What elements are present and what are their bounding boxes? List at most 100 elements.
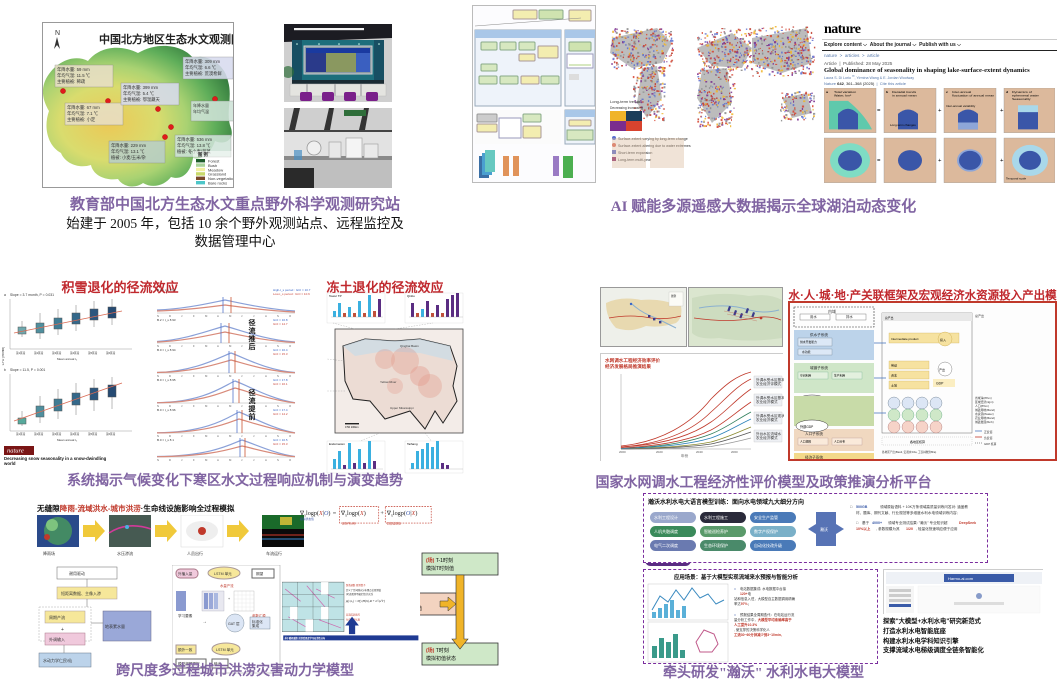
svg-text:4000+: 4000+: [872, 521, 882, 525]
svg-text:2060: 2060: [731, 450, 738, 454]
svg-text:人工提升10.3%: 人工提升10.3%: [733, 622, 757, 627]
svg-text:d: d: [1006, 90, 1008, 94]
svg-text:外播入量: 外播入量: [178, 571, 193, 576]
svg-text:world: world: [3, 461, 16, 466]
svg-text:Mean annual t₅: Mean annual t₅: [57, 438, 78, 442]
svg-text:前: 前: [249, 412, 256, 421]
svg-text:+: +: [228, 597, 230, 601]
svg-text:农业经济评模式: 农业经济评模式: [756, 381, 782, 386]
svg-text:内域: 内域: [828, 308, 836, 314]
svg-text:第5区段: 第5区段: [88, 351, 98, 355]
svg-text:用水: 用水: [810, 314, 817, 319]
svg-text:+: +: [1000, 158, 1004, 164]
svg-text:Decreasing snow seasonality in: Decreasing snow seasonality in a snow-dw…: [4, 456, 107, 461]
svg-text:a: a: [826, 90, 828, 94]
svg-text:∇xlogp(X): ∇xlogp(X): [340, 510, 366, 518]
svg-text:J: J: [181, 314, 183, 318]
svg-text:年均气温: 13.1 ℃: 年均气温: 13.1 ℃: [111, 148, 145, 155]
svg-text:CFD (month): CFD (month): [2, 347, 5, 365]
svg-text:S: S: [277, 458, 279, 462]
svg-text:M: M: [205, 344, 208, 348]
svg-text:0 50 100km: 0 50 100km: [345, 425, 359, 429]
svg-text:水功能: 水功能: [802, 350, 811, 354]
svg-text:定义了空间随水分布聚点位观测值: 定义了空间随水分布聚点位观测值: [346, 588, 382, 592]
svg-text:Harmo-ai.com: Harmo-ai.com: [948, 576, 974, 581]
svg-text:各地区核算: 各地区核算: [910, 439, 925, 444]
svg-text:J: J: [241, 314, 243, 318]
svg-text:负反馈: 负反馈: [984, 436, 993, 440]
svg-text:降雨场: 降雨场: [43, 550, 55, 556]
svg-text:+: +: [61, 627, 64, 633]
svg-text:N: N: [157, 458, 159, 462]
svg-text:A: A: [265, 434, 267, 438]
svg-text:年份: 年份: [681, 453, 689, 458]
svg-text:Long-term changes: Long-term changes: [890, 123, 916, 127]
svg-text:F: F: [193, 458, 195, 462]
svg-text:径: 径: [249, 388, 256, 397]
svg-text:人员出行: 人员出行: [187, 550, 203, 556]
svg-text:空间利用: 空间利用: [800, 374, 811, 378]
svg-text:=: =: [333, 511, 337, 517]
svg-text:图 例: 图 例: [198, 151, 208, 158]
svg-text:∇xlogp(O|X): ∇xlogp(O|X): [386, 510, 417, 518]
svg-text:正反馈: 正反馈: [984, 430, 993, 434]
svg-text:中国北方地区生态水文观测网: 中国北方地区生态水文观测网: [99, 32, 234, 46]
svg-text:J: J: [181, 458, 183, 462]
svg-text:外部GDP: 外部GDP: [800, 424, 813, 429]
svg-text:J: J: [253, 434, 255, 438]
svg-text:M: M: [205, 314, 208, 318]
svg-text:J: J: [181, 404, 183, 408]
svg-text:水利工程施工: 水利工程施工: [704, 514, 728, 520]
svg-text:第6区段: 第6区段: [106, 432, 116, 436]
svg-text:供水子系统: 供水子系统: [810, 332, 828, 337]
svg-text:主要植被: 荒漠希鲜: 主要植被: 荒漠希鲜: [185, 70, 222, 77]
svg-text:水利工程设计: 水利工程设计: [654, 514, 678, 520]
svg-text:M: M: [205, 458, 208, 462]
svg-text:10%以上: 10%以上: [856, 526, 871, 531]
svg-text:GDP 核算: GDP 核算: [984, 442, 997, 446]
svg-text:人口分布: 人口分布: [834, 440, 845, 444]
svg-text:(场) T-1时刻: (场) T-1时刻: [426, 557, 453, 564]
svg-text:nature: nature: [7, 448, 24, 455]
svg-text:年降水量: 59 mm: 年降水量: 59 mm: [57, 66, 90, 73]
svg-text:工流30~60分钟减少到3~10min,: 工流30~60分钟减少到3~10min,: [734, 632, 782, 637]
svg-text:安全生产监管: 安全生产监管: [754, 514, 778, 520]
svg-text:第4区段: 第4区段: [70, 351, 80, 355]
svg-text:O: O: [289, 344, 292, 348]
svg-text:年降水量: 67 mm: 年降水量: 67 mm: [67, 104, 100, 111]
svg-text:外调输入: 外调输入: [49, 636, 65, 642]
svg-text:, 轻量化快速响应便于应用: , 轻量化快速响应便于应用: [916, 526, 958, 531]
svg-text:年均气温: 年均气温: [193, 108, 209, 114]
svg-text:周期产流: 周期产流: [49, 614, 65, 620]
svg-text:□: □: [734, 613, 736, 617]
svg-text:模拟状态值: 模拟状态值: [300, 517, 314, 521]
svg-text:A: A: [265, 314, 267, 318]
svg-text:J: J: [181, 374, 183, 378]
svg-text:Water, km²: Water, km²: [834, 94, 852, 98]
svg-text:Inter-annual variability: Inter-annual variability: [946, 104, 976, 108]
svg-text:M: M: [229, 434, 232, 438]
svg-text:+: +: [380, 511, 384, 517]
svg-text:局部监测值: 局部监测值: [387, 522, 401, 526]
svg-text:M: M: [205, 374, 208, 378]
svg-text:经济发展格局推演结果: 经济发展格局推演结果: [605, 363, 651, 370]
svg-text:□: □: [850, 505, 853, 509]
svg-text:智能巡检养护: 智能巡检养护: [704, 528, 728, 534]
svg-text:GCI = 16.1: GCI = 16.1: [273, 382, 288, 386]
svg-text:自离成训练的: 自离成训练的: [346, 613, 361, 617]
svg-text:资本: 资本: [891, 373, 897, 378]
svg-text:额外一致: 额外一致: [178, 647, 193, 652]
svg-text:LSTM 单元: LSTM 单元: [214, 571, 232, 576]
svg-text:投入: 投入: [940, 337, 946, 342]
svg-text:总产出: 总产出: [975, 313, 984, 318]
svg-text:生产利用: 生产利用: [834, 374, 845, 378]
svg-text:农业经济模式: 农业经济模式: [756, 417, 778, 422]
svg-text:主要植被: 稀疏: 主要植被: 稀疏: [57, 78, 86, 85]
svg-text:1/20: 1/20: [906, 527, 913, 531]
svg-text:模拟初值状态: 模拟初值状态: [426, 655, 456, 662]
svg-text:后: 后: [249, 342, 256, 351]
svg-text:经济子系统: 经济子系统: [805, 455, 823, 460]
svg-text:预报结果全周期迭代：在电站运行流: 预报结果全周期迭代：在电站运行流: [740, 612, 795, 617]
svg-text:产出: 产出: [939, 367, 945, 372]
svg-text:fluctuation of annual mean: fluctuation of annual mean: [952, 94, 994, 98]
